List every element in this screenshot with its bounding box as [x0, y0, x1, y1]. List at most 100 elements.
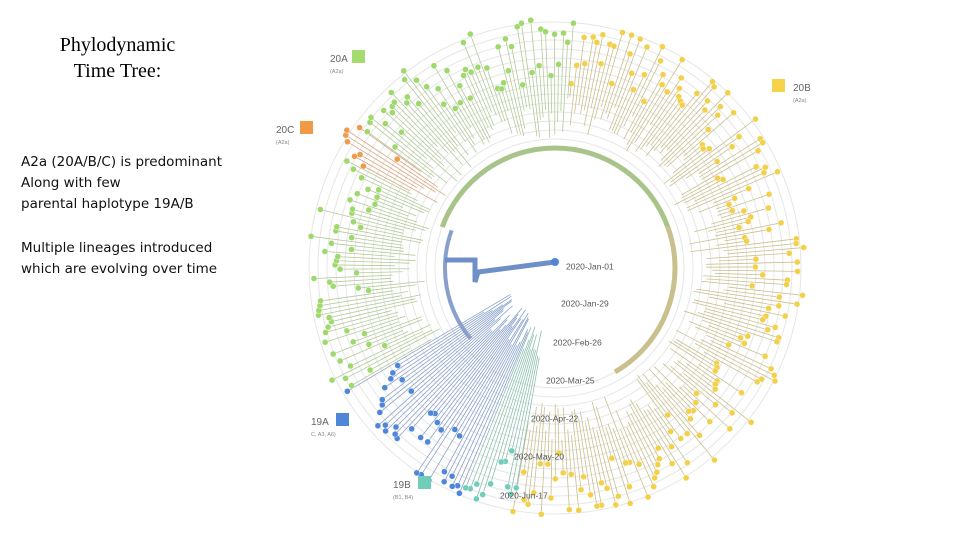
leaf [365, 341, 373, 348]
leaf [771, 324, 779, 331]
leaf [676, 85, 683, 92]
branch [578, 63, 586, 105]
leaf [643, 43, 651, 51]
branch [395, 330, 493, 428]
leaf [704, 97, 711, 105]
branch [710, 340, 772, 370]
leaf [460, 39, 467, 46]
branch [717, 193, 770, 213]
leaf [581, 60, 588, 67]
leaf [726, 425, 734, 432]
leaf [342, 375, 349, 382]
branch [611, 46, 648, 132]
leaf [699, 145, 707, 153]
leaf [401, 76, 408, 83]
branch [683, 310, 777, 343]
branch [647, 409, 672, 447]
branch [394, 101, 438, 147]
clade-swatch [418, 476, 431, 489]
branch [329, 277, 392, 283]
leaf [725, 341, 732, 349]
branch [351, 237, 403, 246]
branch [683, 144, 703, 161]
branch [531, 72, 541, 138]
branch [679, 386, 697, 403]
branch [694, 166, 766, 202]
leaf [568, 471, 575, 478]
branch [702, 319, 748, 337]
leaf [626, 500, 634, 507]
leaf [375, 186, 382, 194]
branch [586, 417, 602, 483]
branch [459, 85, 490, 143]
leaf [537, 460, 544, 468]
leaf [626, 483, 633, 490]
backbone [439, 145, 671, 228]
leaf [400, 67, 407, 75]
leaf [712, 401, 719, 408]
clade-note: C, A3, A6) [311, 432, 336, 438]
leaf [358, 174, 365, 182]
branch [522, 84, 528, 108]
branch [635, 403, 673, 464]
leaf [598, 479, 605, 487]
leaf [350, 166, 357, 173]
branch [715, 222, 782, 237]
leaf [793, 300, 801, 308]
leaf [747, 419, 755, 426]
branch [569, 65, 578, 126]
branch [347, 141, 425, 189]
leaf [752, 163, 760, 171]
branch [336, 260, 410, 264]
branch [696, 288, 798, 305]
leaf [738, 389, 745, 396]
leaf [573, 62, 580, 69]
branch [359, 154, 418, 189]
branch [560, 33, 565, 112]
leaf [483, 64, 491, 72]
leaf [467, 30, 474, 38]
branch [443, 318, 529, 482]
leaf [415, 100, 422, 107]
branch [459, 344, 512, 437]
branch [407, 96, 456, 153]
branch [416, 318, 522, 474]
branch [674, 179, 724, 206]
branch [329, 298, 416, 319]
leaf [759, 139, 766, 146]
leaf [413, 76, 420, 84]
leaf [343, 157, 351, 165]
leaf [413, 469, 420, 477]
leaf [479, 491, 486, 498]
branch [623, 101, 645, 140]
branch [683, 112, 734, 157]
branch [614, 38, 641, 108]
branch [665, 381, 694, 411]
leaf [567, 80, 575, 87]
branch [706, 334, 729, 346]
branch [345, 328, 440, 379]
branch [433, 65, 472, 128]
branch [629, 399, 659, 449]
branch [701, 280, 753, 287]
leaf [330, 350, 337, 358]
leaf [460, 72, 467, 79]
branch [331, 242, 404, 252]
branch [600, 32, 623, 108]
leaf [356, 124, 363, 131]
branch [627, 421, 656, 479]
branch [547, 411, 551, 465]
leaf [393, 155, 401, 163]
branch [700, 339, 775, 376]
leaf [764, 326, 771, 333]
clade-swatch [352, 50, 365, 63]
clade-name: 19B [393, 480, 411, 491]
branch [463, 42, 493, 113]
branch [497, 88, 513, 134]
leaf [771, 377, 779, 385]
leaf [519, 81, 526, 89]
branch [701, 142, 763, 180]
branch [500, 334, 537, 463]
leaf [513, 484, 520, 492]
leaf [367, 114, 375, 121]
